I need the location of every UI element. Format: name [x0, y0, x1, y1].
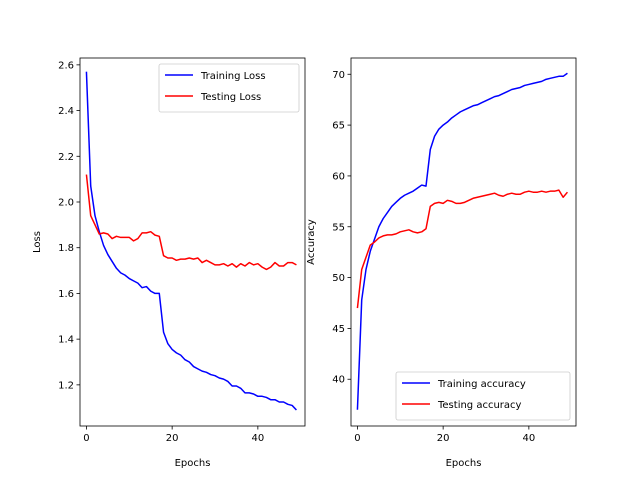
x-tick-label: 0 [83, 433, 89, 444]
y-tick-label: 1.2 [58, 380, 74, 391]
plot-frame [350, 57, 577, 427]
legend-label: Testing accuracy [437, 400, 522, 411]
x-tick-label: 20 [437, 433, 450, 444]
y-tick-label: 1.8 [58, 243, 74, 254]
legend-label: Training accuracy [437, 379, 526, 390]
y-tick-label: 55 [332, 222, 345, 233]
y-tick-label: 50 [332, 273, 345, 284]
y-tick-label: 40 [332, 375, 345, 386]
y-tick-label: 60 [332, 171, 345, 182]
x-tick-label: 40 [251, 433, 264, 444]
legend-label: Training Loss [200, 71, 266, 82]
legend: Training Loss Testing Loss [158, 63, 300, 113]
y-tick-label: 1.6 [58, 289, 74, 300]
y-axis-label: Loss [32, 231, 43, 253]
chart-panel-2: 0 20 40 40 45 50 55 60 65 70 Epochs Accuracy Trainin… [306, 57, 577, 469]
y-tick-label: 45 [332, 324, 345, 335]
y-tick-label: 70 [332, 70, 345, 81]
y-tick-label: 2.6 [58, 60, 74, 71]
legend: Training accuracy Testing accuracy [395, 371, 571, 421]
y-tick-label: 65 [332, 121, 345, 132]
x-tick-label: 20 [166, 433, 179, 444]
series-line-testing-accuracy [356, 189, 569, 309]
series-line-training-loss [85, 71, 297, 411]
y-tick-label: 2.2 [58, 152, 74, 163]
y-tick-label: 2.0 [58, 198, 74, 209]
legend-label: Testing Loss [200, 92, 261, 103]
x-tick-label: 0 [354, 433, 360, 444]
y-tick-label: 1.4 [58, 335, 74, 346]
legend-box [158, 63, 300, 113]
x-axis-label: Epochs [175, 458, 211, 469]
series-line-training-accuracy [356, 72, 568, 410]
chart-panel-1: 0 20 40 1.2 1.4 1.6 1.8 2.0 2.2 2.4 2.6 Epochs Loss T… [32, 57, 306, 469]
y-axis-label: Accuracy [306, 219, 317, 265]
plot-frame [79, 57, 306, 427]
legend-box [395, 371, 571, 421]
y-tick-label: 2.4 [58, 106, 74, 117]
x-axis-label: Epochs [446, 458, 482, 469]
series-line-testing-loss [85, 174, 297, 271]
x-tick-label: 40 [522, 433, 535, 444]
